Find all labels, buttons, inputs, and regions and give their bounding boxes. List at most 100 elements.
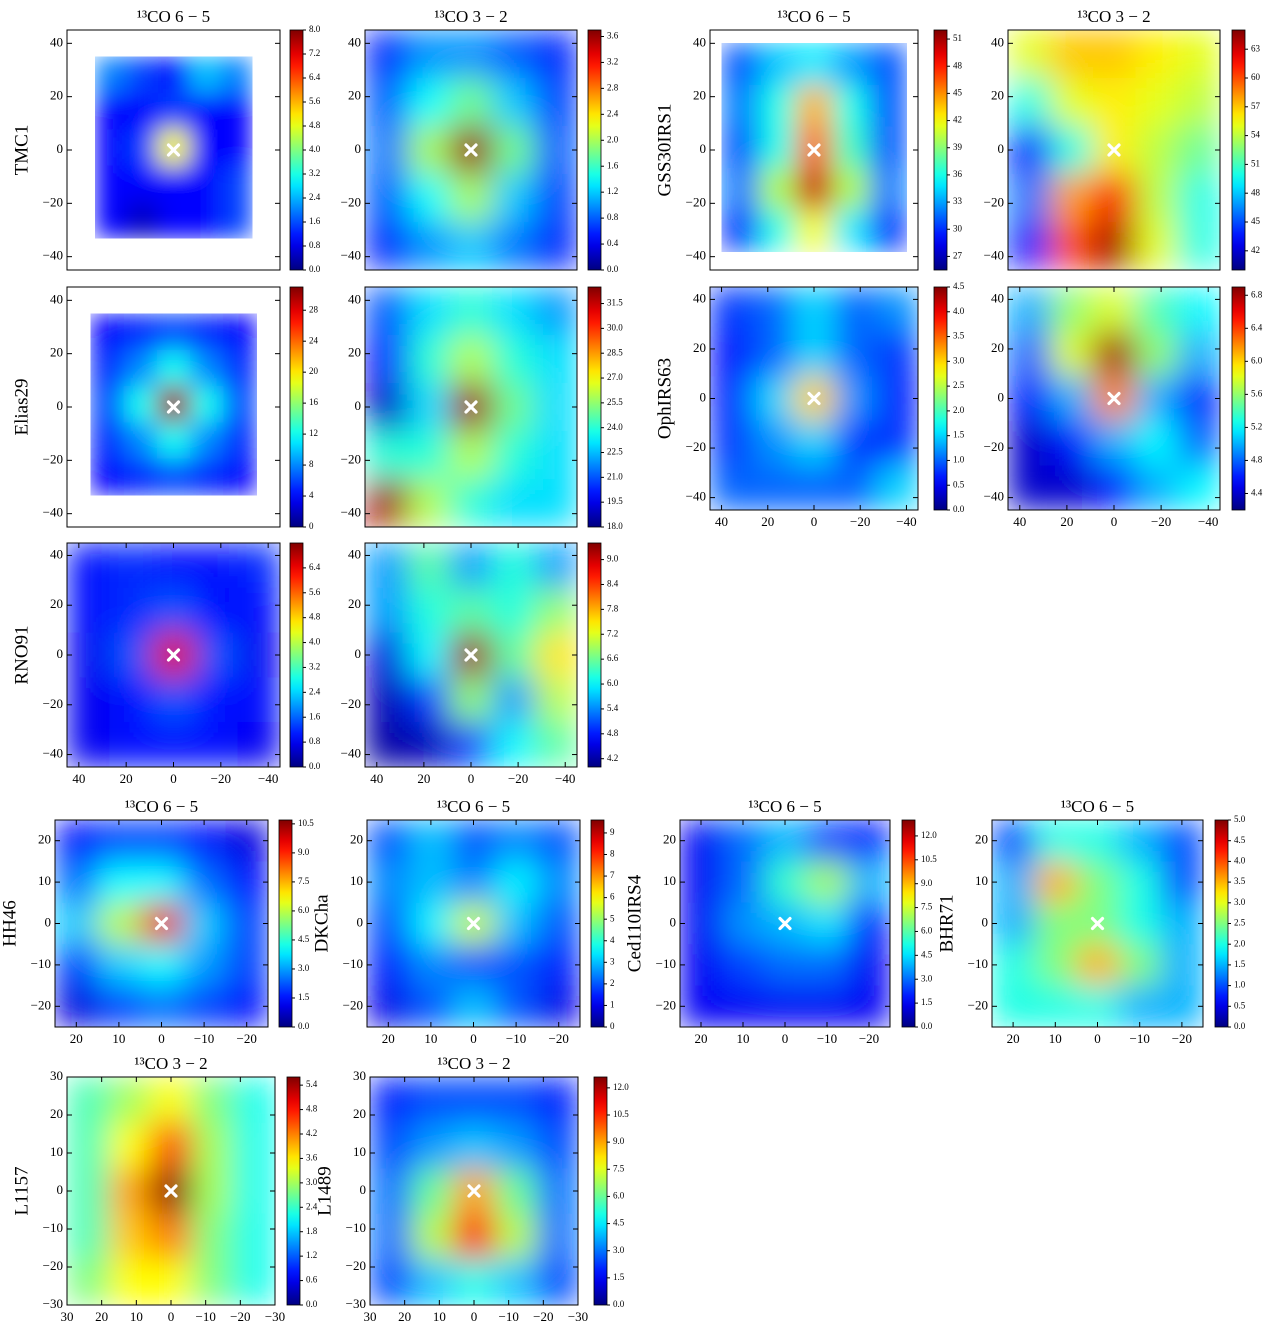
- heatmap-cell: [793, 331, 836, 377]
- heatmap-cell: [449, 287, 493, 336]
- heatmap-cell: [536, 1259, 579, 1306]
- heatmap-cell: [992, 820, 1035, 862]
- heatmap-cell: [795, 43, 833, 86]
- x-tick-label: −20: [1172, 1031, 1192, 1046]
- heatmap-cell: [534, 479, 578, 528]
- heatmap-cell: [537, 985, 581, 1028]
- colorbar: [593, 1076, 608, 1306]
- y-tick-label: 10: [353, 1144, 366, 1159]
- heatmap-cell: [109, 632, 153, 678]
- colorbar-tick-label: 1.5: [921, 997, 933, 1007]
- heatmap-cell: [1050, 174, 1094, 223]
- colorbar-tick-label: 25.5: [607, 397, 623, 407]
- heatmap-cell: [1177, 420, 1221, 466]
- heatmap-cell: [237, 632, 281, 678]
- colorbar: [587, 542, 602, 768]
- y-tick-label: −10: [43, 1220, 63, 1235]
- colorbar-tick-label: 0.8: [607, 212, 619, 222]
- heatmap-cell: [1092, 78, 1136, 127]
- heatmap-cell: [449, 587, 493, 634]
- heatmap-cell: [452, 861, 496, 904]
- panel-title: ¹³CO 3 − 2: [134, 1054, 207, 1073]
- y-tick-label: 0: [355, 646, 362, 661]
- heatmap-cell: [721, 209, 760, 252]
- heatmap-cell: [140, 944, 184, 987]
- heatmap-cell: [365, 30, 408, 79]
- colorbar-tick-label: 7.8: [607, 603, 619, 613]
- heatmap-cell: [367, 820, 411, 862]
- colorbar-tick-label: 21.0: [607, 471, 623, 481]
- heatmap-cell: [191, 1168, 234, 1215]
- heatmap-cell: [1135, 420, 1179, 466]
- heatmap-cell: [1118, 902, 1162, 945]
- colorbar-tick-label: 1: [610, 1000, 615, 1010]
- colorbar-tick-label: 0.0: [306, 1299, 318, 1309]
- colorbar-tick-label: 6.4: [309, 562, 321, 572]
- colorbar-tick-label: 0: [309, 521, 314, 531]
- heatmap-cell: [67, 1259, 110, 1306]
- x-tick-label: 40: [370, 771, 383, 786]
- heatmap-cell: [55, 902, 99, 945]
- y-tick-label: 0: [355, 398, 362, 413]
- colorbar-tick-label: 12: [309, 428, 318, 438]
- colorbar-tick-label: 3.0: [306, 1177, 318, 1187]
- x-tick-label: 20: [761, 514, 774, 529]
- heatmap-cell: [55, 861, 99, 904]
- colorbar-tick-label: 1.5: [613, 1272, 625, 1282]
- heatmap-cell: [494, 1122, 537, 1169]
- heatmap-cell: [233, 1122, 276, 1169]
- colorbar-tick-label: 10.5: [921, 854, 937, 864]
- heatmap-cell: [1008, 376, 1051, 422]
- y-tick-label: 20: [50, 88, 63, 103]
- heatmap-cell: [95, 129, 128, 166]
- heatmap-cell: [370, 1077, 413, 1124]
- heatmap-cell: [225, 902, 269, 945]
- heatmap-cell: [1092, 420, 1136, 466]
- heatmap-cell: [67, 677, 111, 723]
- colorbar-tick-label: 0.8: [309, 736, 321, 746]
- heatmap-cell: [1160, 861, 1204, 904]
- heatmap-cell: [411, 1122, 454, 1169]
- y-tick-label: 0: [355, 141, 362, 156]
- y-tick-label: 0: [357, 914, 364, 929]
- heatmap-cell: [534, 587, 578, 634]
- colorbar-tick-label: 1.8: [306, 1226, 318, 1236]
- heatmap-cell: [1092, 287, 1136, 333]
- heatmap-cell: [97, 985, 141, 1028]
- heatmap-cell: [492, 543, 536, 589]
- heatmap-cell: [680, 944, 723, 987]
- heatmap-cell: [449, 677, 493, 723]
- heatmap-cell: [189, 129, 221, 166]
- heatmap-cell: [108, 1213, 151, 1260]
- heatmap-cell: [95, 56, 128, 94]
- heatmap-cell: [123, 313, 158, 351]
- colorbar-tick-label: 4.0: [309, 144, 321, 154]
- heatmap-cell: [1160, 985, 1204, 1028]
- heatmap-cell: [1135, 30, 1179, 79]
- heatmap-cell: [233, 1259, 276, 1306]
- heatmap-cell: [793, 465, 836, 511]
- y-tick-label: 20: [350, 832, 363, 847]
- colorbar-tick-label: 0.4: [607, 238, 619, 248]
- panel-title: ¹³CO 6 − 5: [125, 797, 198, 816]
- heatmap-cell: [722, 861, 765, 904]
- heatmap-cell: [492, 722, 536, 768]
- colorbar-tick-label: 31.5: [607, 298, 623, 308]
- heatmap-cell: [126, 92, 159, 130]
- colorbar-tick-label: 2.4: [309, 192, 321, 202]
- colorbar-tick-label: 12.0: [613, 1082, 629, 1092]
- heatmap-image: [1008, 30, 1221, 271]
- colorbar-tick-label: 7.2: [607, 628, 618, 638]
- heatmap-cell: [848, 902, 891, 945]
- colorbar-tick-label: 0.5: [1234, 1000, 1246, 1010]
- colorbar-tick-label: 4.5: [298, 934, 310, 944]
- colorbar: [587, 286, 602, 528]
- x-tick-label: −20: [211, 771, 231, 786]
- colorbar-tick-label: 4.5: [1234, 835, 1246, 845]
- heatmap-cell: [407, 587, 451, 634]
- heatmap-image: [370, 1077, 579, 1306]
- heatmap-cell: [494, 902, 538, 945]
- x-tick-label: −20: [859, 1031, 879, 1046]
- heatmap-cell: [793, 420, 836, 466]
- heatmap-cell: [537, 820, 581, 862]
